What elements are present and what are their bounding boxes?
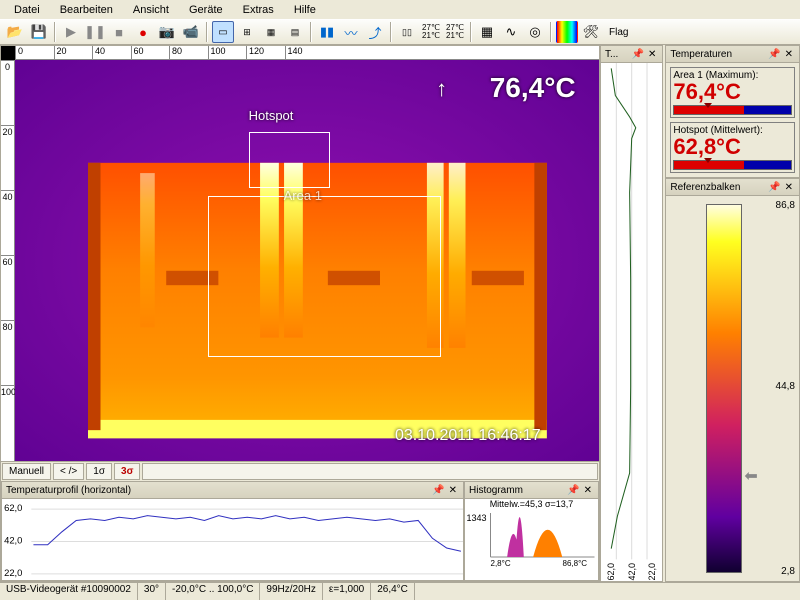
color-gradient[interactable] bbox=[706, 204, 742, 573]
close-icon[interactable]: ✕ bbox=[646, 49, 658, 60]
menu-bar: Datei Bearbeiten Ansicht Geräte Extras H… bbox=[0, 0, 800, 19]
chart-icon[interactable]: ▤ bbox=[284, 21, 306, 43]
palette-icon[interactable] bbox=[556, 21, 578, 43]
svg-text:86,8°C: 86,8°C bbox=[563, 559, 588, 567]
referenzbalken-panel: Referenzbalken 📌 ✕ 86,8 44,8 2,8 ⬅ bbox=[665, 178, 800, 582]
reading-area1: Area 1 (Maximum): 76,4°C bbox=[670, 67, 795, 118]
ref-arrow-icon[interactable]: ⬅ bbox=[744, 466, 757, 486]
camera-icon[interactable]: 📹 bbox=[180, 21, 202, 43]
separator bbox=[550, 22, 552, 42]
stop-icon[interactable]: ■ bbox=[108, 21, 130, 43]
profile-title: Temperaturprofil (horizontal) bbox=[6, 485, 131, 496]
scale-tabs: Manuell < /> 1σ 3σ bbox=[1, 461, 599, 481]
menu-bearbeiten[interactable]: Bearbeiten bbox=[50, 2, 123, 18]
timestamp-overlay: 03.10.2011 16:46:17 bbox=[395, 427, 541, 445]
menu-extras[interactable]: Extras bbox=[233, 2, 284, 18]
pin-icon[interactable]: 📌 bbox=[766, 49, 782, 60]
profile-chart: 62,0 42,0 22,0 bbox=[2, 499, 463, 580]
close-icon[interactable]: ✕ bbox=[447, 485, 459, 496]
snapshot-icon[interactable]: 📷 bbox=[156, 21, 178, 43]
therm1-icon[interactable]: 27℃21℃ bbox=[420, 21, 442, 43]
separator bbox=[470, 22, 472, 42]
sigma-icon[interactable]: ⤴ bbox=[364, 21, 386, 43]
y-label: 62,0 bbox=[4, 503, 22, 513]
status-range: -20,0°C .. 100,0°C bbox=[166, 583, 260, 600]
pin-icon[interactable]: 📌 bbox=[630, 49, 646, 60]
separator bbox=[54, 22, 56, 42]
histogram-chart: 1343 2,8°C 86,8°C bbox=[465, 509, 598, 567]
status-bar: USB-Videogerät #10090002 30° -20,0°C .. … bbox=[0, 582, 800, 600]
therm2-icon[interactable]: 27℃21℃ bbox=[444, 21, 466, 43]
status-eps: ε=1,000 bbox=[323, 583, 371, 600]
tab-3sigma[interactable]: 3σ bbox=[114, 463, 140, 480]
temperaturen-panel: Temperaturen 📌 ✕ Area 1 (Maximum): 76,4°… bbox=[665, 45, 800, 178]
status-freq: 99Hz/20Hz bbox=[260, 583, 322, 600]
close-icon[interactable]: ✕ bbox=[582, 485, 594, 496]
separator bbox=[310, 22, 312, 42]
svg-text:2,8°C: 2,8°C bbox=[491, 559, 511, 567]
roi-area1[interactable] bbox=[208, 196, 442, 356]
tile-icon[interactable]: ▦ bbox=[260, 21, 282, 43]
main-temp-readout: 76,4°C bbox=[490, 72, 576, 104]
hotspot-label: Hotspot bbox=[249, 108, 294, 123]
tside-title: T... bbox=[605, 49, 618, 60]
menu-geraete[interactable]: Geräte bbox=[179, 2, 233, 18]
close-icon[interactable]: ✕ bbox=[783, 49, 795, 60]
range-scrollbar[interactable] bbox=[142, 463, 598, 480]
windows-icon[interactable]: ⊞ bbox=[236, 21, 258, 43]
ruler-horizontal: 020 4060 80100 120140 bbox=[15, 46, 599, 60]
pause-icon[interactable]: ❚❚ bbox=[84, 21, 106, 43]
status-amb: 26,4°C bbox=[371, 583, 415, 600]
reading-bar bbox=[673, 105, 792, 115]
t-side-panel: T... 📌 ✕ 62,0 42,0 22,0 bbox=[600, 45, 663, 582]
open-icon[interactable]: 📂 bbox=[4, 21, 26, 43]
menu-ansicht[interactable]: Ansicht bbox=[123, 2, 179, 18]
roi-hotspot[interactable] bbox=[249, 132, 331, 188]
pin-icon[interactable]: 📌 bbox=[766, 182, 782, 193]
fx-icon[interactable]: ∿ bbox=[500, 21, 522, 43]
pin-icon[interactable]: 📌 bbox=[430, 485, 446, 496]
tab-manuell[interactable]: Manuell bbox=[2, 463, 51, 480]
status-angle: 30° bbox=[138, 583, 166, 600]
marker-icon[interactable]: ◎ bbox=[524, 21, 546, 43]
flag-button[interactable]: Flag bbox=[604, 21, 633, 43]
ref-title: Referenzbalken bbox=[670, 182, 740, 193]
histogram-stats: Mittelw.=45,3 σ=13,7 bbox=[465, 499, 598, 509]
main-temp-arrow: ↑ bbox=[436, 76, 447, 102]
tab-ltgt[interactable]: < /> bbox=[53, 463, 84, 480]
histogram-title: Histogramm bbox=[469, 485, 523, 496]
separator bbox=[206, 22, 208, 42]
menu-datei[interactable]: Datei bbox=[4, 2, 50, 18]
y-label: 42,0 bbox=[4, 536, 22, 546]
save-icon[interactable]: 💾 bbox=[28, 21, 50, 43]
toolbar: 📂 💾 ▶ ❚❚ ■ ● 📷 📹 ▭ ⊞ ▦ ▤ ▮▮ 〰 ⤴ ▯▯ 27℃21… bbox=[0, 19, 800, 45]
linegraph-icon[interactable]: 〰 bbox=[340, 21, 362, 43]
bargraph-icon[interactable]: ▮▮ bbox=[316, 21, 338, 43]
separator bbox=[390, 22, 392, 42]
thermal-view[interactable]: 020 4060 80100 120140 020 4060 80100 bbox=[1, 46, 599, 461]
svg-text:1343: 1343 bbox=[467, 513, 487, 523]
reading-bar bbox=[673, 160, 792, 170]
tempscale-icon[interactable]: ▯▯ bbox=[396, 21, 418, 43]
ruler-vertical: 020 4060 80100 bbox=[1, 60, 15, 461]
menu-hilfe[interactable]: Hilfe bbox=[284, 2, 326, 18]
rec-icon[interactable]: ● bbox=[132, 21, 154, 43]
y-label: 22,0 bbox=[4, 568, 22, 578]
play-icon[interactable]: ▶ bbox=[60, 21, 82, 43]
reading-hotspot: Hotspot (Mittelwert): 62,8°C bbox=[670, 122, 795, 173]
tools-icon[interactable]: 🛠 bbox=[580, 21, 602, 43]
pin-icon[interactable]: 📌 bbox=[565, 485, 581, 496]
grid-icon[interactable]: ▦ bbox=[476, 21, 498, 43]
temp-profile-panel: Temperaturprofil (horizontal) 📌 ✕ 62,0 4… bbox=[1, 481, 464, 581]
window-icon[interactable]: ▭ bbox=[212, 21, 234, 43]
status-device: USB-Videogerät #10090002 bbox=[0, 583, 138, 600]
close-icon[interactable]: ✕ bbox=[783, 182, 795, 193]
tside-chart bbox=[601, 63, 662, 581]
tab-1sigma[interactable]: 1σ bbox=[86, 463, 112, 480]
temps-title: Temperaturen bbox=[670, 49, 732, 60]
area1-label: Area 1 bbox=[284, 188, 322, 203]
histogram-panel: Histogramm 📌 ✕ Mittelw.=45,3 σ=13,7 1343… bbox=[464, 481, 599, 581]
